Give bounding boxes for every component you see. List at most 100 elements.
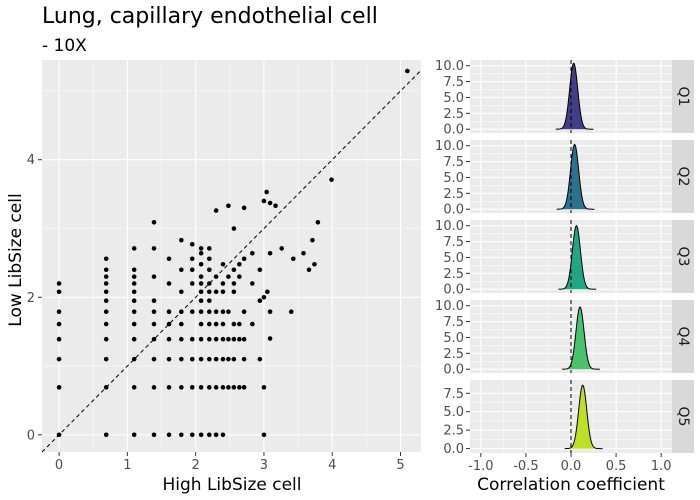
scatter-point (189, 309, 195, 315)
scatter-point (166, 385, 172, 390)
scatter-point (189, 281, 195, 286)
facet-y-tick-label: 7.5 (443, 387, 464, 402)
facet-strip (672, 220, 694, 293)
scatter-point (405, 68, 410, 74)
scatter-point (207, 356, 212, 362)
scatter-point (241, 385, 247, 390)
scatter-point (151, 336, 157, 342)
facet-strip-label: Q5 (675, 407, 691, 427)
scatter-point (207, 336, 212, 342)
scatter-point (56, 321, 62, 327)
scatter-point (151, 309, 157, 315)
scatter-point (306, 267, 312, 273)
scatter-point (198, 289, 204, 295)
density-x-axis-label: Correlation coefficient (477, 475, 665, 495)
scatter-plot: 0 1 2 3 4 5 0 2 4 (27, 60, 422, 473)
scatter-point (198, 250, 204, 256)
scatter-point (151, 274, 157, 279)
scatter-point (329, 177, 334, 182)
scatter-point (131, 267, 137, 273)
scatter-point (207, 432, 212, 438)
scatter-point (207, 309, 212, 315)
density-curve-Q3 (558, 225, 597, 290)
facet-x-tick-label: 1.0 (651, 459, 672, 474)
scatter-point (220, 356, 226, 362)
scatter-point (226, 309, 231, 315)
scatter-point (103, 274, 109, 279)
scatter-point (131, 309, 137, 315)
scatter-point (213, 356, 219, 362)
scatter-point (265, 289, 270, 295)
scatter-point (291, 256, 296, 262)
scatter-point (207, 256, 212, 262)
scatter-point (231, 385, 237, 390)
facet-strip (672, 300, 694, 373)
facet-y-tick-label: 10.0 (435, 299, 464, 314)
facet-y-tick-label: 2.5 (443, 347, 464, 362)
scatter-point (250, 250, 255, 256)
scatter-point (103, 267, 109, 273)
density-fill-Q5 (564, 385, 603, 449)
facet-x-tick-label: 0.5 (606, 459, 627, 474)
scatter-point (250, 281, 255, 286)
scatter-point (220, 289, 226, 295)
scatter-point (56, 309, 62, 315)
scatter-point (56, 432, 62, 438)
scatter-point (241, 256, 247, 262)
scatter-point (56, 356, 62, 362)
scatter-panel-background (42, 60, 421, 452)
facet-strip-label: Q3 (675, 247, 691, 267)
facet-strip (672, 60, 694, 133)
scatter-point (226, 356, 231, 362)
scatter-point (179, 432, 184, 438)
scatter-point (231, 281, 237, 286)
scatter-point (103, 309, 109, 315)
scatter-point (189, 267, 195, 273)
scatter-point (220, 321, 226, 327)
density-curve-Q4 (561, 306, 600, 370)
scatter-point (179, 356, 184, 362)
scatter-point (220, 309, 226, 315)
scatter-point (213, 274, 219, 279)
x-tick-label: 1 (123, 458, 131, 473)
scatter-point (103, 385, 109, 390)
scatter-point (103, 336, 109, 342)
density-fill-Q4 (561, 306, 600, 370)
scatter-point (231, 321, 237, 327)
scatter-point (151, 220, 157, 225)
scatter-point (189, 356, 195, 362)
scatter-point (213, 309, 219, 315)
facet-y-tick-label: 7.5 (443, 235, 464, 250)
chart-subtitle: - 10X (42, 36, 87, 56)
scatter-point (189, 256, 195, 262)
facet-y-tick-label: 5.0 (443, 171, 464, 186)
scatter-point (207, 246, 212, 251)
scatter-point (312, 261, 317, 267)
y-tick-label: 2 (27, 291, 35, 306)
scatter-point (241, 336, 247, 342)
identity-reference-line (41, 69, 422, 453)
facet-y-tick-label: 0.0 (443, 123, 464, 138)
scatter-point (226, 336, 231, 342)
density-curve-Q1 (555, 62, 594, 130)
scatter-point (151, 246, 157, 251)
scatter-point (231, 336, 237, 342)
scatter-point (166, 281, 172, 286)
facet-y-tick-label: 0.0 (443, 283, 464, 298)
scatter-point (237, 321, 242, 327)
facet-x-tick-label: -0.5 (513, 459, 538, 474)
scatter-point (207, 267, 212, 273)
scatter-point (166, 356, 172, 362)
facet-y-tick-label: 0.0 (443, 363, 464, 378)
scatter-point (198, 336, 204, 342)
scatter-point (131, 274, 137, 279)
facet-y-tick-label: 5.0 (443, 331, 464, 346)
scatter-point (250, 321, 255, 327)
facet-strip (672, 140, 694, 213)
scatter-point (310, 237, 315, 243)
scatter-point (131, 385, 137, 390)
facet-strip-label: Q4 (675, 327, 691, 347)
facet-x-tick-label: -1.0 (468, 459, 493, 474)
scatter-point (198, 356, 204, 362)
